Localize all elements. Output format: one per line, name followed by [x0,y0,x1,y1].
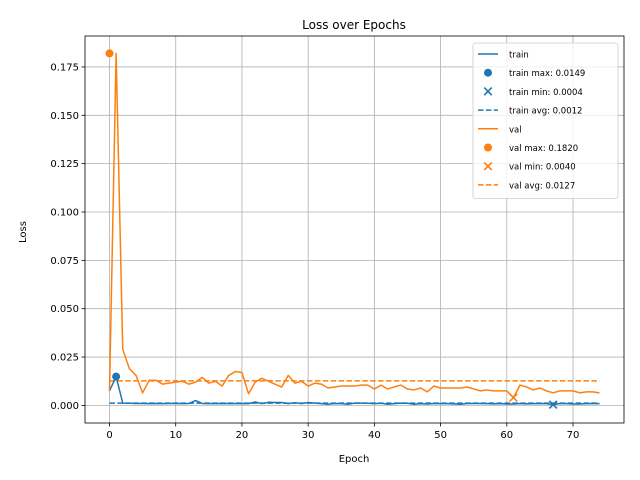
legend-label: val min: 0.0040 [509,163,576,173]
val-series-line [108,52,600,399]
x-tick-label: 30 [302,430,315,441]
x-tick-label: 70 [567,430,580,441]
train-series-line [108,375,600,406]
y-axis-label: Loss [18,221,29,243]
y-tick-label: 0.025 [50,353,79,364]
y-axis: 0.000 0.025 0.050 0.075 0.100 0.125 0.150 0.175 [50,62,85,412]
train-min-marker [548,400,558,409]
y-tick-label: 0.075 [50,256,79,267]
val-min-marker [509,393,518,403]
x-tick-label: 0 [106,430,112,441]
x-tick-label: 50 [434,430,447,441]
legend-box [472,42,619,200]
y-tick-label: 0.175 [50,62,79,73]
legend-circle-handle [484,143,492,152]
y-tick-label: 0.100 [50,207,79,218]
x-tick-label: 60 [500,430,513,441]
legend-label: train min: 0.0004 [509,88,583,98]
y-tick-label: 0.000 [50,401,79,412]
legend-label: train [509,51,529,61]
legend-x-handle [483,161,493,171]
y-tick-label: 0.150 [50,111,79,122]
legend-label: val avg: 0.0127 [509,181,575,191]
legend-circle-handle [484,68,492,77]
y-tick-label: 0.125 [50,159,79,170]
legend-label: train avg: 0.0012 [509,107,582,117]
plot-frame [84,35,625,424]
x-axis-label: Epoch [339,454,370,465]
legend-x-handle [483,87,493,96]
val-max-marker [105,49,114,58]
x-tick-label: 40 [368,430,381,441]
x-tick-label: 20 [236,430,249,441]
x-tick-label: 10 [169,430,182,441]
chart-title: Loss over Epochs [302,18,406,32]
legend-label: val max: 0.1820 [509,144,578,154]
plot-area [105,49,600,409]
y-tick-label: 0.050 [50,304,79,315]
train-max-marker [112,372,121,381]
legend-label: val [509,125,522,135]
legend: train train max: 0.0149 train min: 0.0004 t… [472,42,619,200]
legend-label: train max: 0.0149 [509,69,585,79]
x-axis: 0 10 20 30 40 50 60 70 [106,423,579,441]
